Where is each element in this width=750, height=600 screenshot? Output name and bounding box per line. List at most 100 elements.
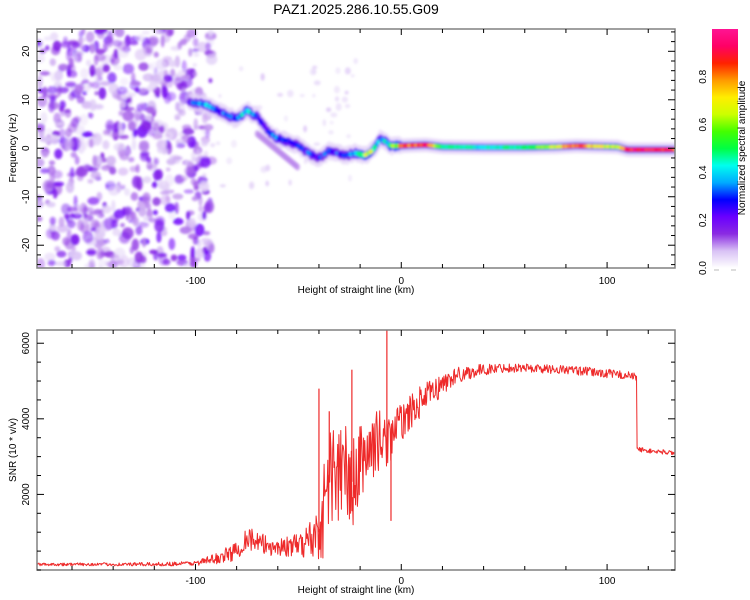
heatmap-noise-cell <box>168 237 176 250</box>
heatmap-noise-cell <box>219 184 226 188</box>
heatmap-noise-cell <box>312 93 316 98</box>
heatmap-noise-cell <box>68 57 74 69</box>
heatmap-noise-cell <box>313 80 321 86</box>
heatmap-noise-cell <box>78 45 86 51</box>
heatmap-noise-cell <box>192 71 198 78</box>
heatmap-noise-cell <box>312 65 318 69</box>
heatmap-noise-cell <box>56 250 67 258</box>
heatmap-noise-cell <box>174 116 181 121</box>
heatmap-noise-cell <box>97 265 104 268</box>
snr-y-tick-label: 6000 <box>21 332 32 355</box>
heatmap-noise-cell <box>105 119 115 133</box>
heatmap-noise-cell <box>85 250 97 255</box>
heatmap-noise-cell <box>82 206 94 212</box>
heatmap-noise-cell <box>170 68 176 77</box>
heatmap-noise-cell <box>80 67 89 79</box>
heatmap-noise-cell <box>113 65 123 71</box>
spectrogram-y-tick-label: 20 <box>21 45 32 57</box>
heatmap-noise-cell <box>119 143 125 148</box>
heatmap-noise-cell <box>341 96 348 103</box>
heatmap-noise-cell <box>194 223 205 237</box>
heatmap-noise-cell <box>64 109 71 114</box>
heatmap-noise-cell <box>283 115 289 122</box>
heatmap-noise-cell <box>112 122 119 134</box>
heatmap-noise-cell <box>159 124 165 134</box>
heatmap-noise-cell <box>146 106 155 114</box>
heatmap-noise-cell <box>344 103 351 109</box>
heatmap-noise-cell <box>51 130 60 136</box>
heatmap-noise-cell <box>149 74 162 82</box>
spectrogram-x-ticks: -100 0 100 <box>71 29 649 287</box>
heatmap-noise-cell <box>124 188 131 196</box>
heatmap-noise-cell <box>154 219 165 233</box>
heatmap-noise-cell <box>168 60 177 68</box>
heatmap-noise-cell <box>78 30 84 39</box>
heatmap-noise-cell <box>138 207 147 217</box>
heatmap-noise-cell <box>64 137 73 151</box>
heatmap-noise-cell <box>346 134 352 139</box>
heatmap-noise-cell <box>87 178 94 184</box>
heatmap-noise-cell <box>37 126 46 132</box>
heatmap-noise-cell <box>113 48 119 59</box>
heatmap-noise-cell <box>175 139 180 145</box>
snr-y-tick-label: 4000 <box>21 407 32 430</box>
heatmap-noise-cell <box>101 157 107 163</box>
heatmap-noise-cell <box>226 157 233 165</box>
heatmap-noise-cell <box>329 120 334 125</box>
heatmap-noise-cell <box>48 100 55 113</box>
heatmap-noise-cell <box>146 160 153 171</box>
heatmap-noise-cell <box>202 172 207 178</box>
heatmap-noise-cell <box>129 92 137 97</box>
heatmap-noise-cell <box>43 36 53 41</box>
heatmap-noise-cell <box>60 203 70 214</box>
heatmap-noise-cell <box>156 147 169 154</box>
heatmap-noise-cell <box>248 181 255 189</box>
spectrogram-y-ticks: -20 -10 0 10 20 <box>21 31 675 266</box>
heatmap-noise-cell <box>68 257 73 263</box>
heatmap-noise-cell <box>58 63 69 71</box>
heatmap-noise-cell <box>88 258 96 268</box>
heatmap-noise-cell <box>153 51 159 58</box>
heatmap-noise-cell <box>41 150 49 158</box>
heatmap-noise-cell <box>334 96 340 102</box>
heatmap-noise-cell <box>79 114 89 126</box>
heatmap-noise-cell <box>192 37 199 47</box>
heatmap-noise-cell <box>184 165 196 177</box>
heatmap-noise-cell <box>164 203 176 213</box>
heatmap-noise-cell <box>89 64 96 77</box>
heatmap-noise-cell <box>66 206 78 212</box>
heatmap-noise-cell <box>168 210 176 220</box>
heatmap-noise-cell <box>117 167 129 176</box>
snr-x-ticks: -100 0 100 <box>71 330 649 587</box>
heatmap-noise-cell <box>81 78 89 85</box>
heatmap-noise-cell <box>120 184 126 190</box>
heatmap-noise-cell <box>303 125 308 133</box>
heatmap-noise-cell <box>47 85 58 94</box>
heatmap-noise-cell <box>62 236 70 246</box>
heatmap-noise-cell <box>344 67 351 75</box>
heatmap-noise-cell <box>154 89 159 97</box>
heatmap-noise-cell <box>101 129 109 137</box>
heatmap-noise-cell <box>135 262 146 268</box>
heatmap-noise-cell <box>37 216 43 222</box>
heatmap-noise-cell <box>156 231 162 243</box>
heatmap-noise-cell <box>146 208 153 220</box>
heatmap-noise-cell <box>76 95 85 104</box>
heatmap-noise-cell <box>114 29 125 38</box>
heatmap-branch-cell <box>295 163 301 171</box>
heatmap-noise-cell <box>134 49 147 61</box>
heatmap-noise-cell <box>151 61 157 73</box>
heatmap-noise-cell <box>119 100 127 109</box>
heatmap-noise-cell <box>118 231 131 244</box>
snr-y-ticks: 2000 4000 6000 <box>21 332 675 571</box>
heatmap-noise-cell <box>101 205 112 214</box>
heatmap-noise-cell <box>180 75 191 80</box>
heatmap-noise-cell <box>172 156 183 161</box>
heatmap-noise-cell <box>170 254 178 262</box>
heatmap-noise-cell <box>139 152 149 162</box>
heatmap-noise-cell <box>39 136 51 143</box>
heatmap-noise-cell <box>82 85 91 93</box>
heatmap-noise-cell <box>59 100 66 110</box>
spectrogram-y-tick-label: -20 <box>21 238 32 253</box>
